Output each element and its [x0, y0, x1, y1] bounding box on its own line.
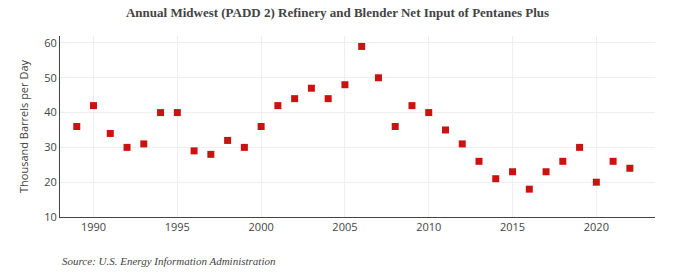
svg-text:30: 30 — [44, 139, 57, 154]
svg-text:Annual Midwest (PADD 2) Refine: Annual Midwest (PADD 2) Refinery and Ble… — [126, 5, 549, 20]
svg-text:2010: 2010 — [416, 219, 441, 234]
svg-text:40: 40 — [44, 104, 57, 119]
svg-text:60: 60 — [44, 35, 57, 50]
svg-text:1990: 1990 — [81, 219, 106, 234]
svg-text:2015: 2015 — [500, 219, 525, 234]
svg-text:2000: 2000 — [249, 219, 274, 234]
svg-text:20: 20 — [44, 174, 57, 189]
svg-text:50: 50 — [44, 70, 57, 85]
svg-text:2005: 2005 — [332, 219, 357, 234]
svg-text:Thousand Barrels per Day: Thousand Barrels per Day — [16, 60, 31, 193]
svg-text:10: 10 — [44, 209, 57, 224]
svg-text:2020: 2020 — [584, 219, 609, 234]
svg-text:Source: U.S. Energy Informatio: Source: U.S. Energy Information Administ… — [62, 255, 276, 267]
svg-text:1995: 1995 — [165, 219, 190, 234]
